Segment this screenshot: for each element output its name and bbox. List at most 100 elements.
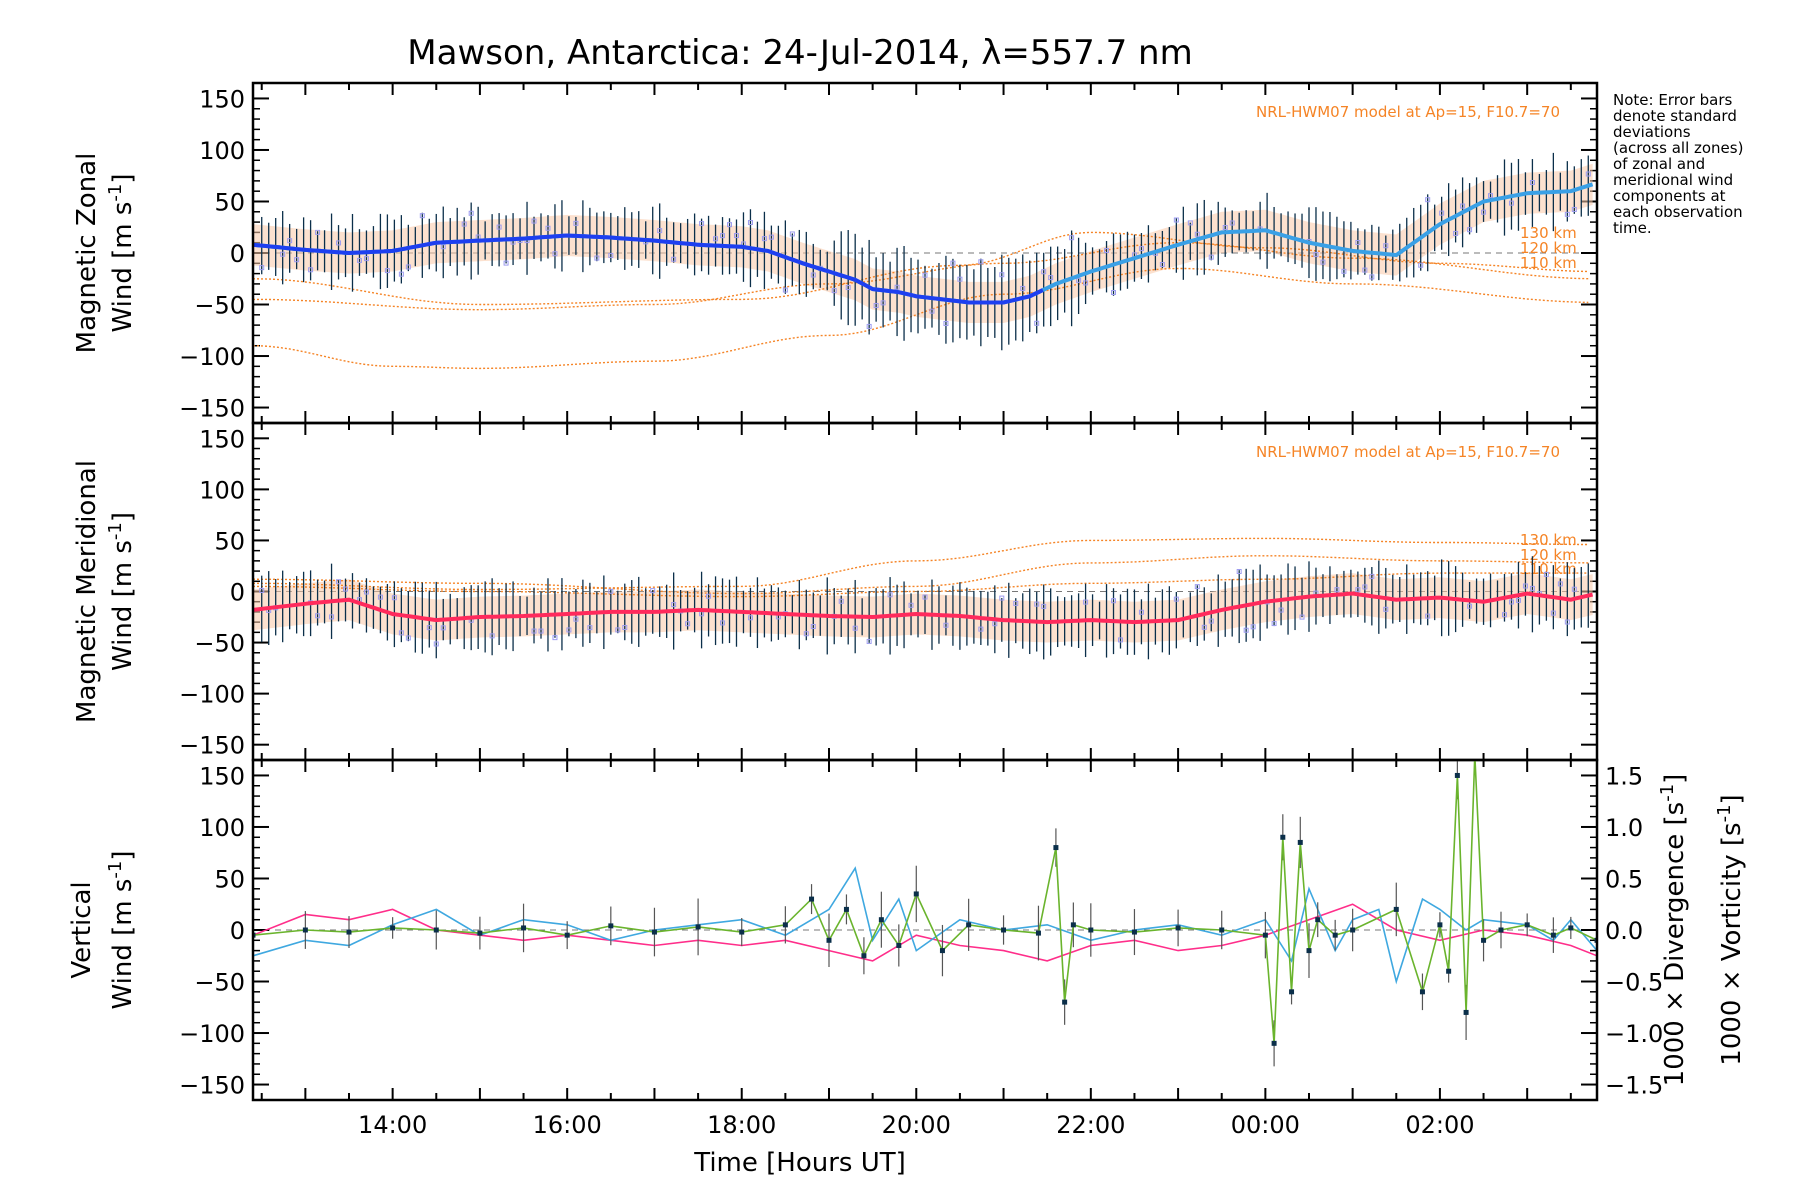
zone-point: [1585, 171, 1591, 177]
y-axis-label: Magnetic Zonal: [72, 153, 102, 354]
vertical-wind-point: [896, 942, 902, 948]
vertical-wind-point: [1350, 927, 1356, 933]
zone-point: [1334, 587, 1340, 593]
zone-point: [531, 628, 537, 634]
zone-point: [992, 621, 998, 627]
vertical-wind-point: [1306, 948, 1312, 954]
zone-point: [587, 625, 593, 631]
vertical-wind-point: [608, 923, 614, 929]
zone-point: [1041, 603, 1047, 609]
y-tick-label: 100: [199, 137, 245, 165]
zone-point: [657, 228, 663, 234]
vertical-wind-point: [1332, 932, 1338, 938]
vertical-wind-point: [939, 948, 945, 954]
vertical-wind-point: [1289, 989, 1295, 995]
zone-point: [280, 251, 286, 257]
zone-point: [440, 244, 446, 250]
zone-point: [1453, 230, 1459, 236]
note-line: denote standard: [1613, 107, 1737, 125]
vorticity-axis-label-sup: -1: [1714, 804, 1735, 822]
zone-point: [336, 240, 342, 246]
right-tick-label: −0.5: [1605, 969, 1663, 997]
zone-point: [1278, 607, 1284, 613]
vorticity-axis-label: 1000 × Vorticity [s-1]: [1714, 794, 1748, 1065]
y-tick-label: 0: [230, 579, 245, 607]
zone-point: [1488, 193, 1494, 199]
vertical-wind-point: [390, 925, 396, 931]
y-axis-label-sup: -1: [105, 522, 126, 540]
y-tick-label: 100: [199, 476, 245, 504]
zone-point: [852, 625, 858, 631]
vertical-wind-point: [1035, 930, 1041, 936]
zone-point: [1543, 571, 1549, 577]
zone-point: [343, 586, 349, 592]
right-tick-label: 1.5: [1605, 762, 1643, 790]
right-tick-label: 0.0: [1605, 917, 1643, 945]
model-label: NRL-HWM07 model at Ap=15, F10.7=70: [1256, 443, 1560, 461]
note-line: Note: Error bars: [1613, 91, 1733, 109]
note-line: components at: [1613, 187, 1726, 205]
zone-point: [922, 272, 928, 278]
y-tick-label: −150: [179, 1072, 245, 1100]
divergence-axis-label-sup: -1: [1657, 784, 1678, 802]
zone-point: [733, 233, 739, 239]
zone-point: [747, 220, 753, 226]
zone-point: [1111, 598, 1117, 604]
zone-point: [1173, 596, 1179, 602]
zone-point: [831, 288, 837, 294]
zone-point: [1564, 211, 1570, 217]
vertical-wind-point: [1053, 845, 1059, 851]
note-line: of zonal and: [1613, 155, 1705, 173]
zone-point: [838, 598, 844, 604]
vertical-wind-point: [433, 927, 439, 933]
zone-point: [1069, 235, 1075, 241]
zone-point: [545, 225, 551, 231]
zone-point: [259, 587, 265, 593]
zone-point: [1362, 267, 1368, 273]
zone-point: [1425, 613, 1431, 619]
vertical-wind-point: [878, 917, 884, 923]
vertical-wind-point: [1498, 927, 1504, 933]
zone-point: [468, 210, 474, 216]
zone-point: [1501, 612, 1507, 618]
y-tick-label: −50: [194, 969, 245, 997]
right-tick-label: 0.5: [1605, 865, 1643, 893]
zone-point: [573, 616, 579, 622]
zone-point: [1159, 261, 1165, 267]
note-line: each observation: [1613, 203, 1743, 221]
model-altitude-label: 110 km: [1520, 560, 1577, 578]
zone-point: [503, 260, 509, 266]
y-tick-label: −50: [194, 630, 245, 658]
model-altitude-label: 110 km: [1520, 254, 1577, 272]
zone-point: [1299, 614, 1305, 620]
model-altitude-label: 130 km: [1520, 531, 1577, 549]
zone-point: [706, 593, 712, 599]
zone-point: [1313, 252, 1319, 258]
zone-point: [1194, 231, 1200, 237]
zone-point: [1187, 220, 1193, 226]
x-tick-label: 20:00: [882, 1111, 951, 1139]
note-line: (across all zones): [1613, 139, 1743, 157]
zone-point: [363, 589, 369, 595]
zone-point: [608, 252, 614, 258]
zone-point: [329, 614, 335, 620]
vertical-wind-point: [1446, 968, 1452, 974]
zone-point: [1362, 584, 1368, 590]
y-tick-label: −150: [179, 395, 245, 423]
zone-point: [1229, 220, 1235, 226]
zone-point: [440, 625, 446, 631]
zone-point: [1083, 280, 1089, 286]
zone-point: [1564, 619, 1570, 625]
vertical-wind-point: [826, 937, 832, 943]
zone-point: [377, 594, 383, 600]
y-tick-label: 50: [214, 188, 245, 216]
zone-point: [1173, 217, 1179, 223]
zone-point: [552, 635, 558, 641]
vertical-wind-point: [564, 932, 570, 938]
y-tick-label: 100: [199, 814, 245, 842]
vertical-wind-point: [1419, 989, 1425, 995]
zone-point: [1571, 206, 1577, 212]
zone-point: [866, 638, 872, 644]
zone-point: [810, 624, 816, 630]
